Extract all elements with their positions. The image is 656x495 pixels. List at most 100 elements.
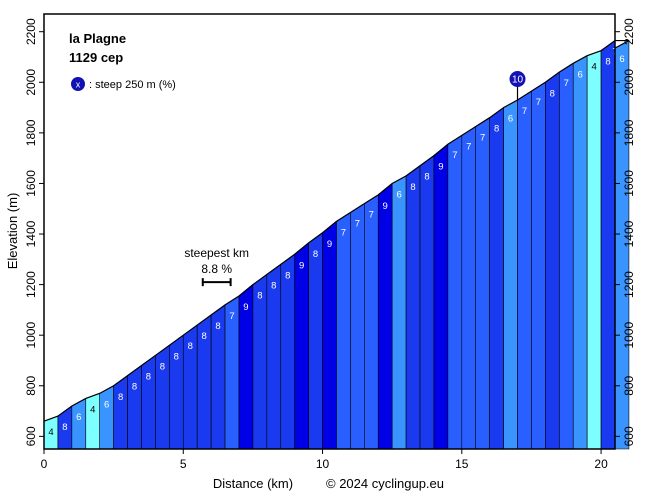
y-tick-label: 600 — [24, 426, 38, 446]
y-tick-label-right: 1800 — [622, 119, 636, 146]
steep-marker-value: 10 — [512, 74, 524, 85]
gradient-label: 6 — [578, 69, 583, 80]
gradient-label: 8 — [605, 57, 610, 68]
gradient-segment — [419, 155, 435, 450]
legend-text: : steep 250 m (%) — [89, 79, 176, 91]
gradient-label: 8 — [118, 392, 123, 403]
y-tick-label-right: 1400 — [622, 220, 636, 247]
gradient-segment — [517, 90, 532, 450]
y-tick-label: 1600 — [24, 170, 38, 197]
y-tick-label-right: 1600 — [622, 170, 636, 197]
chart-subtitle: 1129 cep — [69, 50, 123, 65]
x-tick-label: 5 — [180, 457, 187, 471]
steep-250m-marker: 10 — [509, 70, 526, 100]
gradient-label: 9 — [327, 239, 332, 250]
gradient-segment — [336, 211, 351, 450]
gradient-label: 9 — [243, 302, 248, 313]
steepest-km-annotation: steepest km 8.8 % — [184, 246, 249, 287]
gradient-segment — [127, 364, 142, 450]
steepest-km-bar — [201, 278, 232, 287]
y-axis-title: Elevation (m) — [5, 193, 20, 270]
gradient-segment — [405, 165, 421, 450]
gradient-label: 9 — [438, 162, 443, 173]
steepest-km-value: 8.8 % — [201, 262, 232, 276]
x-tick-label: 15 — [455, 457, 469, 471]
gradient-label: 4 — [48, 427, 53, 438]
gradient-label: 8 — [146, 372, 151, 383]
gradient-segment — [364, 194, 379, 450]
gradient-label: 8 — [202, 331, 207, 342]
gradient-label: 7 — [341, 227, 346, 238]
gradient-segment — [503, 99, 518, 450]
gradient-label: 7 — [369, 210, 374, 221]
gradient-segment — [350, 203, 365, 450]
gradient-segment — [447, 134, 463, 450]
x-tick-label: 20 — [594, 457, 608, 471]
legend-marker-icon — [71, 77, 85, 91]
gradient-segment — [377, 182, 393, 450]
gradient-label: 8 — [313, 249, 318, 260]
chart-title: la Plagne — [69, 31, 126, 46]
legend: x : steep 250 m (%) — [71, 77, 176, 91]
y-tick-label-right: 600 — [622, 426, 636, 446]
gradient-label: 8 — [215, 321, 220, 332]
y-tick-label-right: 800 — [622, 375, 636, 395]
gradient-label: 6 — [508, 114, 513, 125]
gradient-label: 6 — [104, 399, 109, 410]
elevation-profile-line — [43, 39, 630, 422]
gradient-label: 8 — [271, 280, 276, 291]
gradient-label: 7 — [355, 219, 360, 230]
gradient-segment — [572, 55, 588, 450]
x-tick-label: 0 — [41, 457, 48, 471]
plot-frame — [43, 13, 616, 450]
y-tick-label: 2200 — [24, 18, 38, 45]
y-tick-label-right: 1000 — [622, 322, 636, 349]
gradient-label: 8 — [494, 124, 499, 135]
y-tick-label-right: 2000 — [622, 69, 636, 96]
gradient-segment — [71, 397, 87, 450]
gradient-segment — [475, 117, 490, 450]
y-axis-right: 600 800 1000 1200 1400 1600 1800 2000 2200 — [615, 18, 636, 446]
gradient-label: 4 — [591, 62, 596, 73]
gradient-label: 9 — [299, 260, 304, 271]
gradient-segment — [141, 354, 156, 450]
gradient-segment — [294, 242, 309, 450]
gradient-segment — [391, 175, 407, 450]
y-tick-label: 1800 — [24, 119, 38, 146]
gradient-segment — [545, 71, 560, 450]
gradient-label: 7 — [229, 311, 234, 322]
gradient-segment — [461, 125, 477, 450]
x-axis-title: Distance (km) — [213, 476, 293, 491]
gradient-label: 6 — [76, 412, 81, 423]
gradient-segment — [266, 263, 282, 450]
gradient-segment — [489, 106, 504, 450]
y-axis-left: 600 800 1000 1200 1400 1600 1800 2000 2200 — [24, 18, 44, 446]
gradient-segment — [308, 232, 323, 450]
y-tick-label-right: 2200 — [622, 18, 636, 45]
gradient-segment — [85, 392, 101, 450]
gradient-label: 6 — [396, 189, 401, 200]
gradient-segment — [586, 50, 602, 450]
gradient-segment — [558, 62, 574, 450]
gradient-label: 8 — [174, 351, 179, 362]
gradient-label: 8 — [285, 270, 290, 281]
gradient-label: 8 — [424, 172, 429, 183]
y-tick-label: 800 — [24, 375, 38, 395]
y-tick-label-right: 1200 — [622, 271, 636, 298]
gradient-segment — [280, 253, 295, 450]
y-tick-label: 1200 — [24, 271, 38, 298]
y-tick-label: 1400 — [24, 220, 38, 247]
gradient-segment — [531, 81, 546, 450]
y-tick-label: 1000 — [24, 322, 38, 349]
y-tick-label: 2000 — [24, 69, 38, 96]
gradient-label: 8 — [132, 382, 137, 393]
gradient-label: 8 — [257, 291, 262, 302]
gradient-label: 7 — [466, 141, 471, 152]
gradient-label: 8 — [550, 88, 555, 99]
gradient-segment — [322, 220, 337, 450]
steepest-km-label: steepest km — [184, 246, 249, 260]
gradient-label: 8 — [410, 182, 415, 193]
gradient-label: 6 — [619, 54, 624, 65]
gradient-segment — [433, 143, 449, 450]
